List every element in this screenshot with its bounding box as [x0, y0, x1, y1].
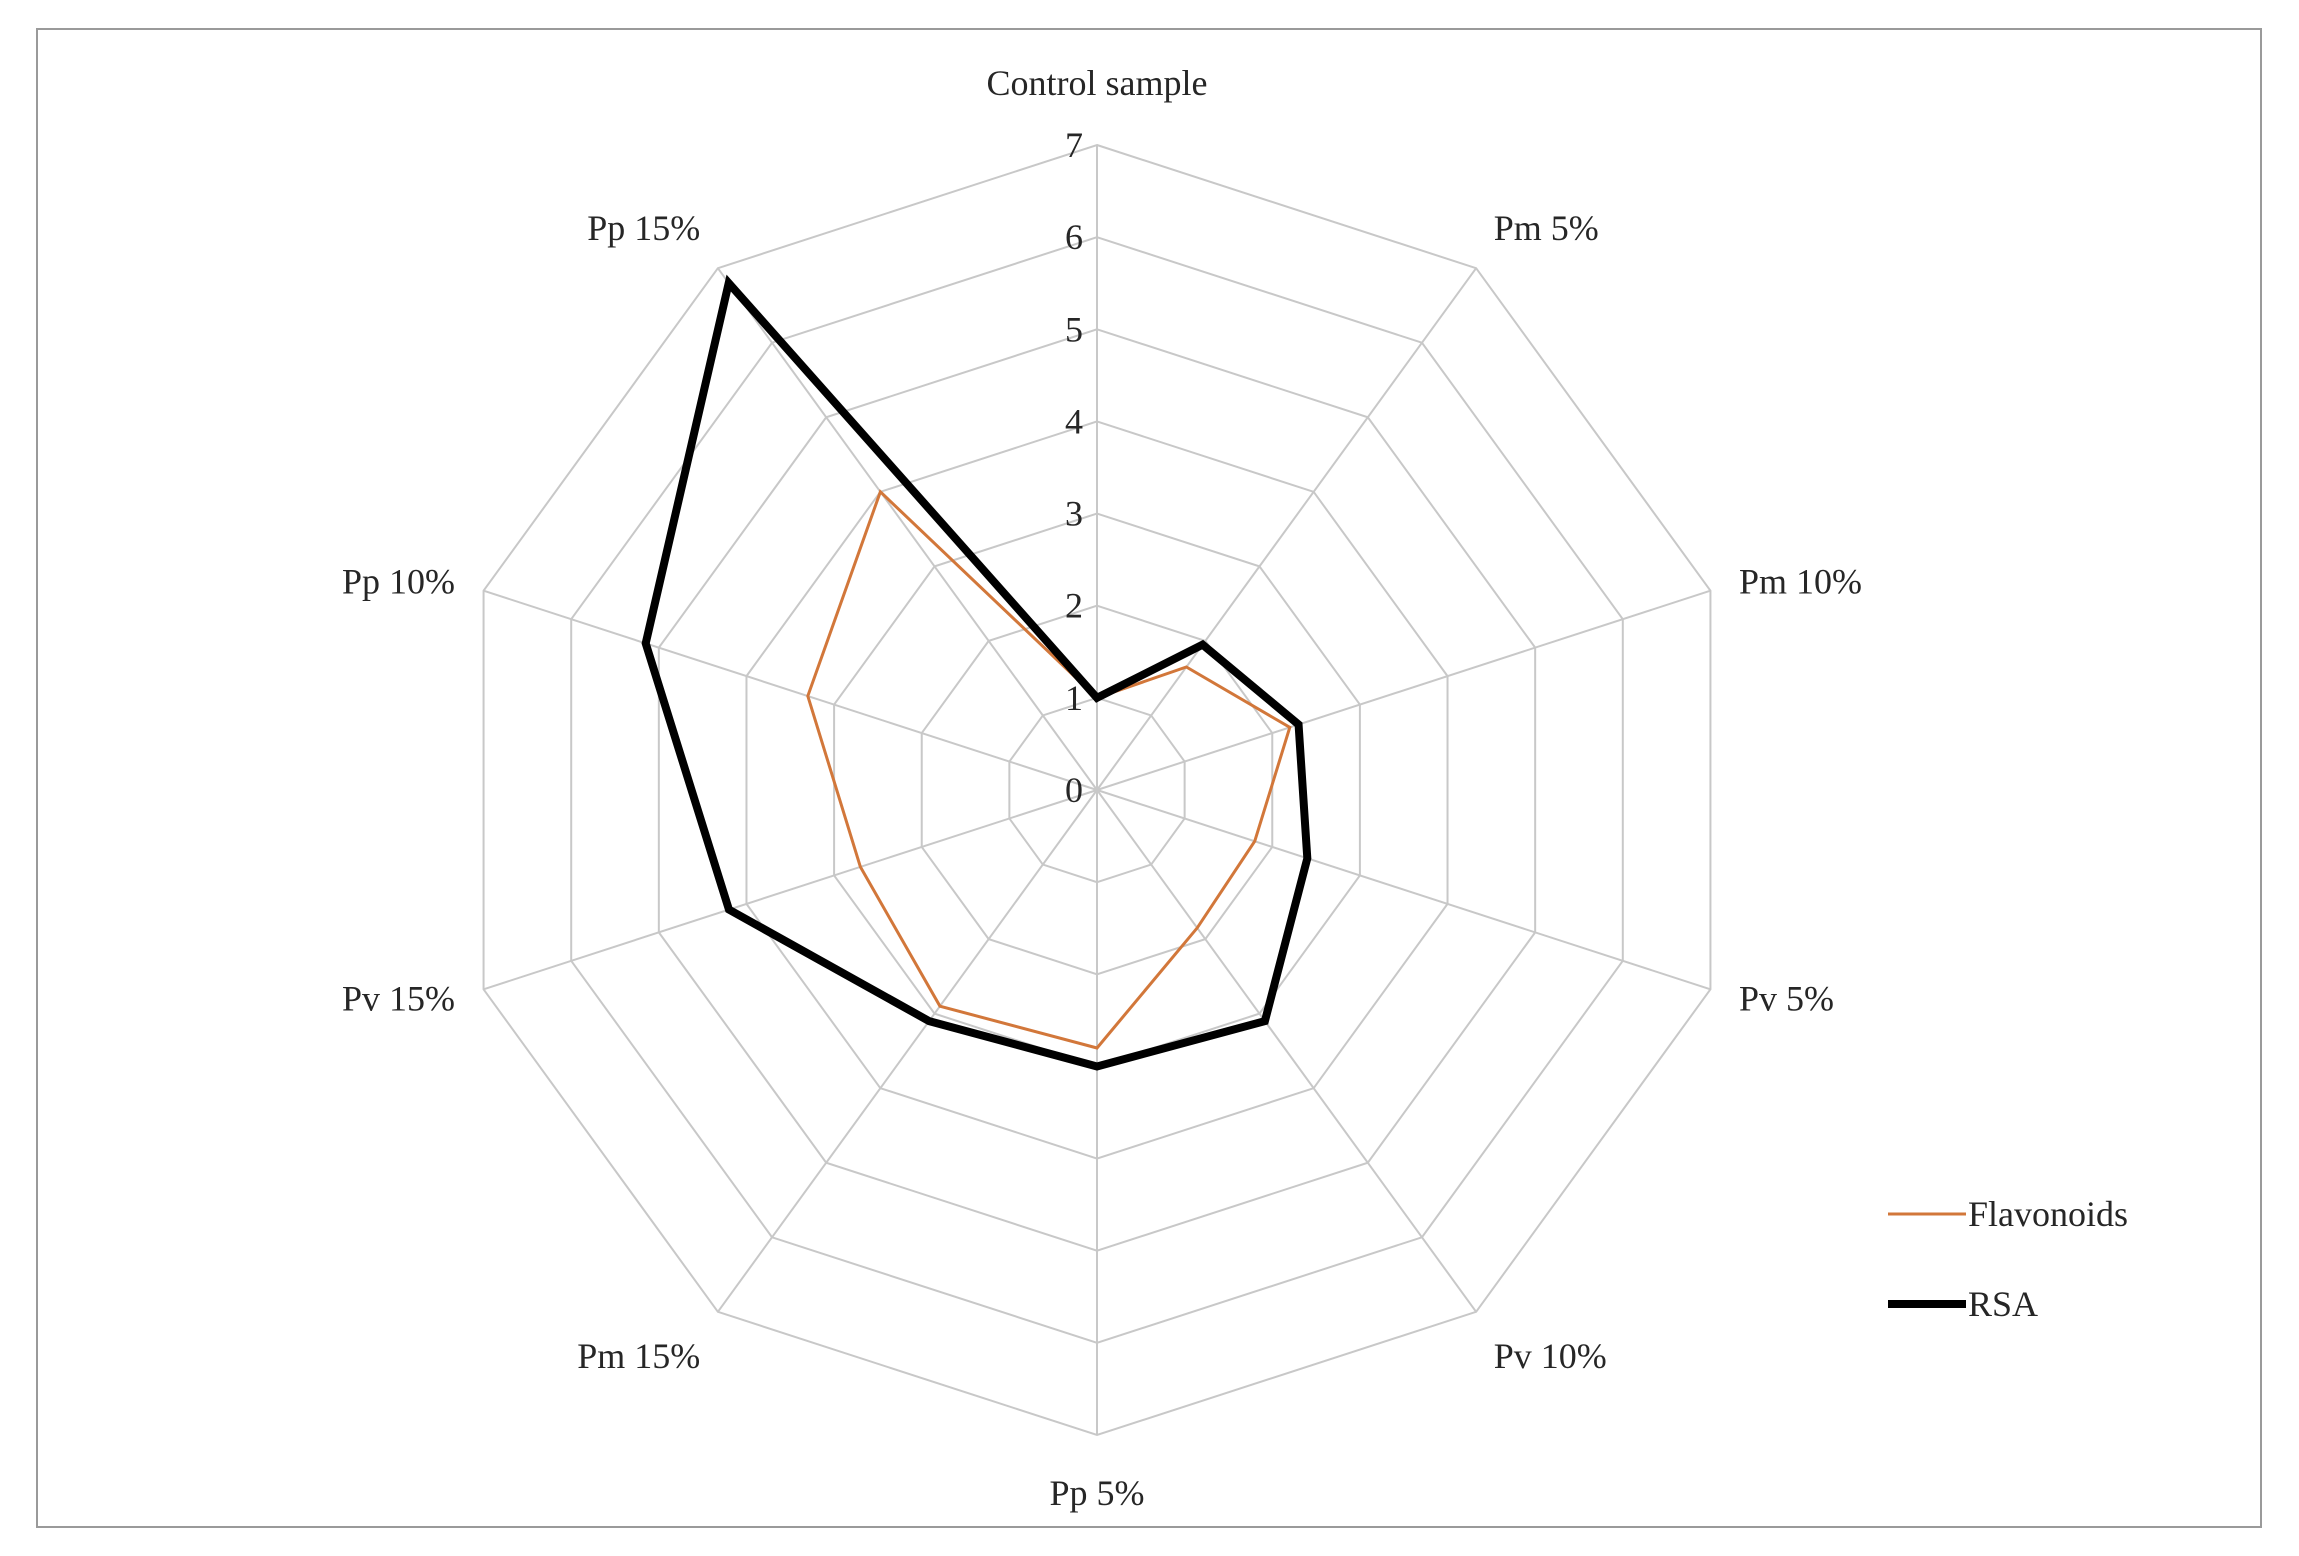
tick-label-2: 2	[1065, 586, 1083, 626]
series-line-rsa	[641, 274, 1312, 1071]
tick-label-1: 1	[1065, 678, 1083, 718]
category-label-6: Pm 15%	[577, 1336, 700, 1376]
spoke-9	[717, 267, 1098, 791]
category-label-1: Pm 5%	[1494, 208, 1599, 248]
category-label-3: Pv 5%	[1739, 979, 1834, 1019]
category-label-7: Pv 15%	[342, 979, 455, 1019]
category-label-0: Control sample	[987, 63, 1208, 103]
category-label-4: Pv 10%	[1494, 1336, 1607, 1376]
category-label-8: Pp 10%	[342, 561, 455, 601]
category-label-9: Pp 15%	[587, 208, 700, 248]
spoke-6	[717, 789, 1098, 1313]
spoke-4	[1096, 789, 1477, 1313]
series-layer	[641, 274, 1312, 1071]
tick-label-3: 3	[1065, 494, 1083, 534]
spoke-3	[1096, 789, 1711, 991]
spoke-8	[483, 589, 1098, 791]
spoke-2	[1096, 589, 1711, 791]
tick-label-4: 4	[1065, 401, 1083, 441]
spoke-7	[483, 789, 1098, 991]
legend-label-rsa: RSA	[1968, 1284, 2038, 1324]
category-labels: Control sample Pm 5% Pm 10% Pv 5% Pv 10% Pp 5…	[342, 63, 1862, 1513]
legend-label-flavonoids: Flavonoids	[1968, 1194, 2128, 1234]
grid-layer	[482, 143, 1712, 1437]
tick-label-5: 5	[1065, 309, 1083, 349]
legend: Flavonoids RSA	[1888, 1194, 2128, 1324]
category-label-2: Pm 10%	[1739, 561, 1862, 601]
tick-labels: 0 1 2 3 4 5 6 7	[1065, 125, 1083, 810]
tick-label-0: 0	[1065, 770, 1083, 810]
chart-frame	[36, 28, 2262, 1528]
spoke-1	[1096, 267, 1477, 791]
series-line-flavonoids	[806, 489, 1292, 1050]
tick-label-7: 7	[1065, 125, 1083, 165]
category-label-5: Pp 5%	[1049, 1473, 1144, 1513]
tick-label-6: 6	[1065, 217, 1083, 257]
